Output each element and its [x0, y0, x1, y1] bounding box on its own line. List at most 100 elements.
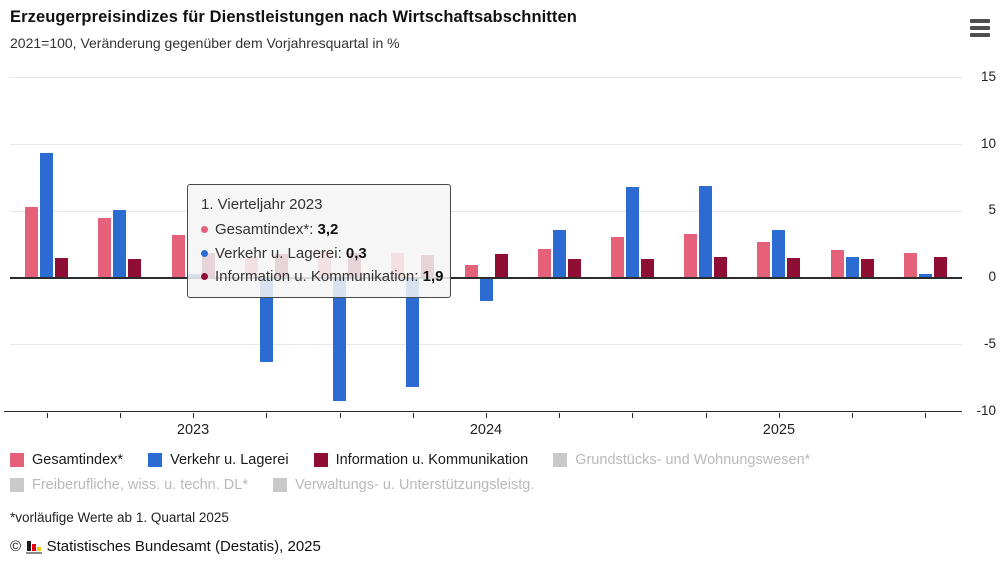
bar-series1-q1[interactable] — [25, 207, 39, 278]
chart-title: Erzeugerpreisindizes für Dienstleistunge… — [10, 8, 577, 26]
bar-series1-q9[interactable] — [610, 236, 624, 278]
bar-series2-q10[interactable] — [699, 185, 713, 278]
hamburger-icon — [970, 26, 990, 30]
chart-tooltip: 1. Vierteljahr 2023 Gesamtindex*: 3,2 Ver… — [187, 184, 451, 298]
copyright-sign: © — [10, 538, 22, 555]
bar-series3-q11[interactable] — [787, 257, 801, 278]
bar-series1-q3[interactable] — [171, 235, 185, 278]
x-axis-label-2025: 2025 — [762, 421, 796, 438]
bar-series2-q13[interactable] — [918, 273, 932, 278]
bar-series1-q7[interactable] — [464, 264, 478, 278]
legend-swatch-icon — [148, 453, 163, 467]
y-axis-label--5: -5 — [983, 335, 996, 351]
chart-legend: Gesamtindex* Verkehr u. Lagerei Informatio… — [10, 452, 990, 493]
legend-label: Verwaltungs- u. Unterstützungsleistg. — [294, 477, 535, 493]
bar-series3-q2[interactable] — [128, 259, 142, 278]
bar-series1-q11[interactable] — [757, 241, 771, 278]
bar-series2-q1[interactable] — [40, 152, 54, 278]
x-axis-tick — [339, 412, 341, 418]
x-axis-tick — [266, 412, 268, 418]
bar-series2-q9[interactable] — [625, 187, 639, 278]
bar-series1-q13[interactable] — [903, 252, 917, 278]
bar-series2-q5[interactable] — [333, 278, 347, 401]
chart-header: Erzeugerpreisindizes für Dienstleistunge… — [10, 8, 577, 51]
x-axis-tick — [778, 412, 780, 418]
x-axis-tick — [193, 412, 195, 418]
legend-swatch-icon — [313, 453, 328, 467]
legend-item-verkehr-u-lagerei[interactable]: Verkehr u. Lagerei — [148, 452, 289, 468]
x-axis-tick — [412, 412, 414, 418]
x-axis-tick — [119, 412, 121, 418]
gridline--5 — [10, 344, 962, 346]
bar-series2-q8[interactable] — [552, 229, 566, 278]
series-dot-icon — [201, 249, 208, 257]
y-axis-label-10: 10 — [980, 135, 996, 151]
legend-label: Freiberufliche, wiss. u. techn. DL* — [32, 477, 248, 493]
legend-swatch-icon — [272, 478, 287, 492]
legend-swatch-icon — [10, 478, 24, 492]
tooltip-row-label: Information u. Kommunikation: — [215, 268, 423, 285]
bar-series2-q4[interactable] — [259, 278, 273, 363]
legend-item-freiberufliche-wiss-u-techn-dl[interactable]: Freiberufliche, wiss. u. techn. DL* — [10, 477, 248, 493]
tooltip-row-value: 3,2 — [317, 221, 339, 238]
tooltip-row: Information u. Kommunikation: 1,9 — [201, 265, 443, 289]
bar-series2-q6[interactable] — [406, 278, 420, 388]
bar-series1-q12[interactable] — [830, 249, 844, 278]
hamburger-icon — [970, 19, 990, 23]
x-axis-label-2023: 2023 — [176, 421, 210, 438]
attribution: © Statistisches Bundesamt (Destatis), 20… — [10, 538, 321, 555]
bar-series2-q11[interactable] — [772, 229, 786, 278]
legend-label: Grundstücks- und Wohnungswesen* — [575, 452, 811, 468]
legend-item-verwaltungs-u-unterst-tzungsleistg[interactable]: Verwaltungs- u. Unterstützungsleistg. — [272, 477, 535, 493]
chart-subtitle: 2021=100, Veränderung gegenüber dem Vorj… — [10, 35, 400, 51]
gridline-5 — [10, 210, 962, 212]
legend-item-information-u-kommunikation[interactable]: Information u. Kommunikation — [313, 452, 529, 468]
series-dot-icon — [201, 226, 208, 233]
x-axis-tick — [632, 412, 634, 418]
bar-series3-q12[interactable] — [860, 259, 874, 278]
x-axis-tick — [705, 412, 707, 418]
bar-series3-q10[interactable] — [714, 256, 728, 278]
x-axis-tick — [925, 412, 927, 418]
x-axis-tick — [852, 412, 854, 418]
bar-series3-q8[interactable] — [567, 259, 581, 278]
x-axis-tick — [46, 412, 48, 418]
chart-footnote: *vorläufige Werte ab 1. Quartal 2025 — [10, 510, 229, 525]
y-axis-label--10: -10 — [976, 402, 996, 418]
bar-series1-q10[interactable] — [684, 233, 698, 278]
bar-series2-q12[interactable] — [845, 256, 859, 278]
tooltip-title: 1. Vierteljahr 2023 — [201, 196, 323, 213]
legend-label: Information u. Kommunikation — [335, 452, 529, 468]
chart-menu-button[interactable] — [968, 16, 992, 40]
tooltip-row-label: Verkehr u. Lagerei: — [215, 244, 346, 262]
bar-series2-q2[interactable] — [113, 209, 127, 278]
legend-item-gesamtindex[interactable]: Gesamtindex* — [10, 452, 123, 468]
hamburger-icon — [970, 33, 990, 37]
y-axis-label-0: 0 — [988, 269, 996, 284]
legend-swatch-icon — [10, 453, 24, 467]
legend-row: Gesamtindex* Verkehr u. Lagerei Informatio… — [10, 452, 990, 468]
gridline-10 — [10, 144, 962, 145]
bar-series3-q9[interactable] — [640, 259, 654, 278]
bar-series3-q13[interactable] — [933, 256, 947, 278]
legend-label: Verkehr u. Lagerei — [170, 452, 289, 468]
bar-series2-q7[interactable] — [479, 278, 493, 301]
x-axis-line — [4, 410, 962, 413]
y-axis-label-5: 5 — [988, 202, 996, 218]
bar-series3-q1[interactable] — [55, 257, 69, 278]
tooltip-row-value: 1,9 — [422, 268, 444, 285]
bar-series3-q7[interactable] — [494, 253, 508, 278]
x-axis-label-2024: 2024 — [469, 421, 503, 438]
y-axis-label-15: 15 — [980, 68, 996, 84]
bar-series1-q2[interactable] — [98, 217, 112, 278]
gridline-15 — [10, 77, 962, 79]
legend-row: Freiberufliche, wiss. u. techn. DL* Verwa… — [10, 477, 990, 493]
series-dot-icon — [201, 273, 208, 280]
tooltip-row-value: 0,3 — [345, 244, 367, 262]
tooltip-row: Verkehr u. Lagerei: 0,3 — [201, 242, 437, 266]
legend-item-grundst-cks-und-wohnungswesen[interactable]: Grundstücks- und Wohnungswesen* — [553, 452, 810, 468]
bar-series1-q8[interactable] — [537, 248, 551, 278]
tooltip-row-label: Gesamtindex*: — [215, 221, 318, 238]
destatis-logo-icon — [26, 539, 42, 554]
